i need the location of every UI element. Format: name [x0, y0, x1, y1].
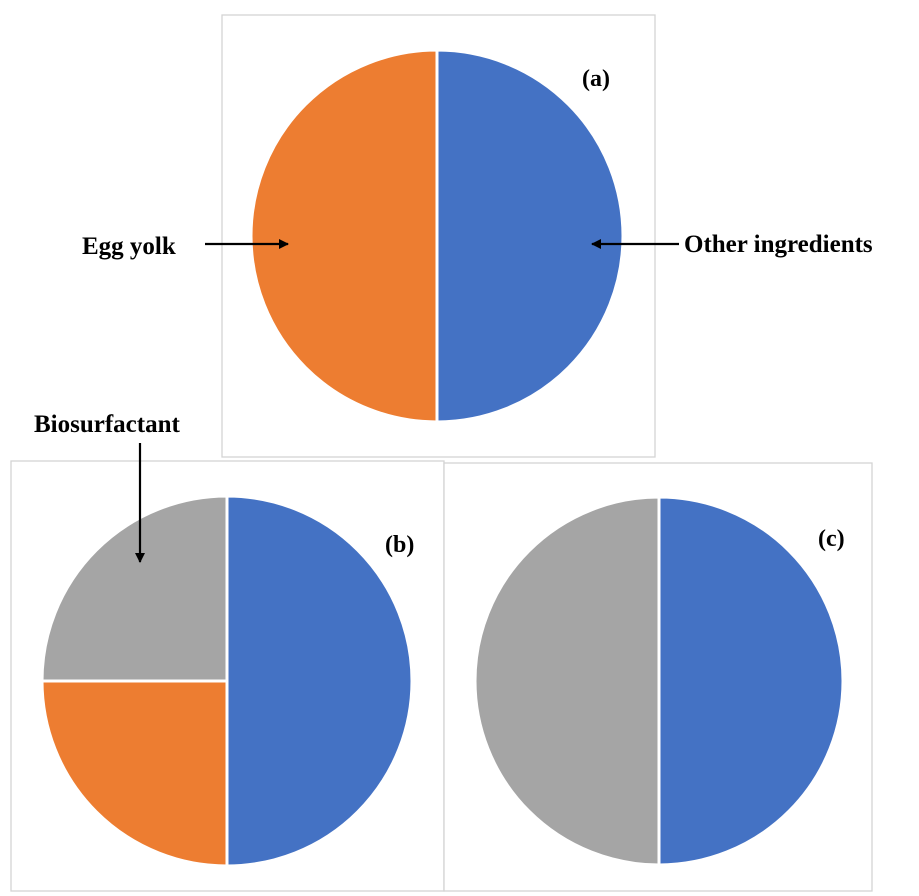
pie-slice-other-ingredients	[657, 495, 845, 867]
pie-slice-egg-yolk	[249, 48, 439, 424]
pie-slice-other-ingredients	[225, 494, 414, 868]
pie-c	[473, 495, 845, 867]
annotations: Egg yolk Other ingredients Biosurfactant	[34, 231, 873, 563]
pie-slice-egg-yolk	[40, 679, 229, 868]
pie-slice-biosurfactant	[473, 495, 661, 867]
panel-c: (c)	[443, 462, 873, 892]
pie-slice-other-ingredients	[435, 48, 625, 424]
panel-b: (b)	[10, 460, 445, 892]
biosurfactant-label: Biosurfactant	[34, 411, 181, 438]
other-ingredients-label: Other ingredients	[684, 231, 873, 258]
panel-c-label: (c)	[818, 526, 845, 552]
egg-yolk-label: Egg yolk	[82, 233, 176, 260]
pie-b	[40, 494, 414, 868]
panel-b-label: (b)	[385, 532, 414, 558]
pie-a	[249, 48, 625, 424]
panel-a-label: (a)	[582, 66, 610, 92]
pie-slice-biosurfactant	[40, 494, 229, 683]
panel-a: (a)	[221, 14, 656, 458]
